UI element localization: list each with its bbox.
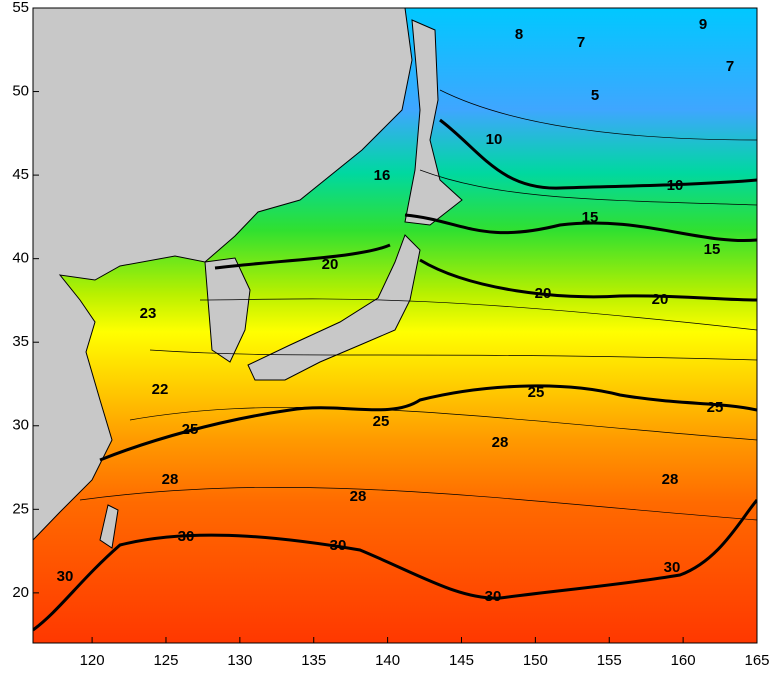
map-area: 8 7 9 7 5 10 10 16 15 15 20 20 20 23 22 25 25 25 25 28 28 28 2… — [33, 8, 757, 643]
land-korea — [204, 257, 251, 363]
x-tick-label: 135 — [301, 652, 326, 669]
y-tick-label: 50 — [12, 83, 29, 100]
contour-label: 30 — [664, 559, 681, 576]
x-tick-label: 160 — [671, 652, 696, 669]
contour-label: 15 — [704, 241, 721, 258]
contour-label: 20 — [535, 285, 552, 302]
y-tick-label: 40 — [12, 250, 29, 267]
minor-isotherms — [79, 89, 757, 521]
land-japan — [247, 234, 421, 381]
contour-label: 25 — [707, 399, 724, 416]
plot-frame — [32, 7, 758, 644]
isotherms — [33, 118, 757, 632]
contour-label: 16 — [374, 167, 391, 184]
contour-label: 22 — [152, 381, 169, 398]
contour-label: 28 — [162, 471, 179, 488]
contour-label: 23 — [140, 305, 157, 322]
contour-label: 28 — [350, 488, 367, 505]
contour-label: 10 — [486, 131, 503, 148]
land-hokkaido — [404, 19, 463, 226]
contour-label: 30 — [178, 528, 195, 545]
x-tick-label: 155 — [597, 652, 622, 669]
contour-label: 30 — [485, 588, 502, 605]
contour-label: 25 — [373, 413, 390, 430]
land-taiwan — [99, 504, 119, 549]
contour-label: 15 — [582, 209, 599, 226]
y-tick-label: 55 — [12, 0, 29, 16]
contour-label: 25 — [182, 421, 199, 438]
contour-label: 10 — [667, 177, 684, 194]
contour-label: 20 — [652, 291, 669, 308]
contour-label: 30 — [330, 537, 347, 554]
y-tick-label: 20 — [12, 584, 29, 601]
contour-label: 7 — [726, 58, 734, 75]
y-tick-label: 35 — [12, 333, 29, 350]
x-tick-label: 145 — [449, 652, 474, 669]
y-tick-label: 30 — [12, 417, 29, 434]
x-tick-label: 150 — [523, 652, 548, 669]
x-tick-label: 165 — [744, 652, 769, 669]
contour-label: 8 — [515, 26, 523, 43]
x-tick-label: 130 — [227, 652, 252, 669]
y-tick-label: 45 — [12, 166, 29, 183]
x-tick-label: 125 — [153, 652, 178, 669]
x-tick-label: 120 — [80, 652, 105, 669]
contour-label: 28 — [662, 471, 679, 488]
contour-label: 30 — [57, 568, 74, 585]
x-tick-label: 140 — [375, 652, 400, 669]
contour-label: 20 — [322, 256, 339, 273]
contour-label: 28 — [492, 434, 509, 451]
y-tick-label: 25 — [12, 500, 29, 517]
contour-label: 9 — [699, 16, 707, 33]
contour-label: 25 — [528, 384, 545, 401]
contour-label: 7 — [577, 34, 585, 51]
contour-label: 5 — [591, 87, 599, 104]
